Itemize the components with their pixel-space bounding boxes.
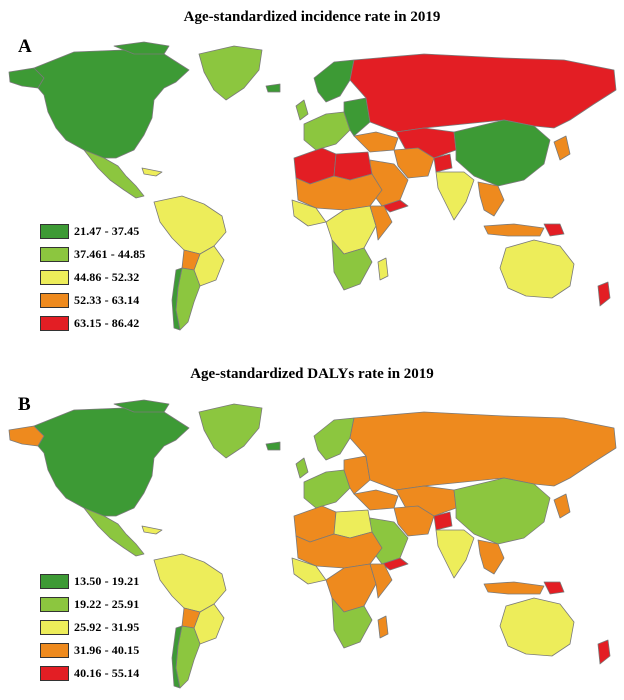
legend-swatch — [40, 620, 69, 635]
region-india — [435, 529, 475, 579]
region-new-zealand — [597, 281, 611, 307]
panel-b: Age-standardized DALYs rate in 2019 B — [0, 350, 624, 700]
region-arctic-islands — [113, 41, 170, 55]
legend-label: 19.22 - 25.91 — [74, 597, 140, 611]
region-south-america-north — [153, 553, 227, 613]
legend-item: 19.22 - 25.91 — [40, 595, 139, 614]
region-iceland — [265, 83, 281, 93]
region-china — [453, 477, 551, 545]
panel-b-legend: 13.50 - 19.21 19.22 - 25.91 25.92 - 31.9… — [40, 572, 139, 687]
region-southern-africa — [331, 597, 373, 649]
legend-swatch — [40, 643, 69, 658]
legend-item: 63.15 - 86.42 — [40, 314, 145, 333]
legend-label: 25.92 - 31.95 — [74, 620, 140, 634]
region-caribbean — [141, 167, 163, 177]
region-chile — [171, 625, 183, 689]
legend-label: 37.461 - 44.85 — [74, 247, 146, 261]
region-png — [543, 581, 565, 595]
region-sahel — [295, 531, 383, 569]
region-western-europe — [303, 469, 351, 509]
region-new-zealand — [597, 639, 611, 665]
region-afghanistan — [433, 511, 453, 531]
legend-item: 37.461 - 44.85 — [40, 245, 145, 264]
region-greenland — [198, 45, 263, 101]
legend-swatch — [40, 293, 69, 308]
panel-a-letter: A — [18, 36, 32, 57]
legend-swatch — [40, 597, 69, 612]
region-arctic-islands — [113, 399, 170, 413]
legend-label: 63.15 - 86.42 — [74, 316, 140, 330]
legend-item: 44.86 - 52.32 — [40, 268, 145, 287]
region-russia — [349, 411, 617, 491]
legend-label: 40.16 - 55.14 — [74, 666, 140, 680]
region-australia — [499, 597, 575, 657]
region-iran — [393, 147, 435, 179]
region-chile — [171, 267, 183, 331]
region-west-africa — [291, 199, 327, 227]
legend-swatch — [40, 666, 69, 681]
legend-swatch — [40, 270, 69, 285]
region-turkey-caucasus — [353, 489, 399, 511]
panel-b-title: Age-standardized DALYs rate in 2019 — [190, 366, 434, 382]
region-south-america-north — [153, 195, 227, 255]
legend-swatch — [40, 316, 69, 331]
region-uk — [295, 457, 309, 479]
region-korea-japan — [553, 135, 571, 161]
world-map-dalys — [8, 399, 617, 689]
region-caribbean — [141, 525, 163, 535]
region-east-africa — [369, 205, 393, 241]
region-central-america — [83, 149, 145, 199]
region-southeast-asia — [477, 181, 505, 217]
legend-swatch — [40, 247, 69, 262]
region-east-africa — [369, 563, 393, 599]
region-yemen — [381, 199, 409, 213]
panel-a-title: Age-standardized incidence rate in 2019 — [183, 9, 441, 25]
region-west-africa — [291, 557, 327, 585]
region-png — [543, 223, 565, 237]
legend-item: 13.50 - 19.21 — [40, 572, 139, 591]
legend-item: 52.33 - 63.14 — [40, 291, 145, 310]
world-map-incidence — [8, 41, 617, 331]
region-turkey-caucasus — [353, 131, 399, 153]
region-australia — [499, 239, 575, 299]
panel-a-legend: 21.47 - 37.45 37.461 - 44.85 44.86 - 52.… — [40, 222, 145, 337]
region-scandinavia — [313, 59, 355, 103]
legend-swatch — [40, 574, 69, 589]
region-sahel — [295, 173, 383, 211]
panel-a: Age-standardized incidence rate in 2019 … — [0, 0, 624, 345]
region-iceland — [265, 441, 281, 451]
region-uk — [295, 99, 309, 121]
region-iran — [393, 505, 435, 537]
region-central-america — [83, 507, 145, 557]
region-southern-africa — [331, 239, 373, 291]
region-afghanistan — [433, 153, 453, 173]
legend-label: 31.96 - 40.15 — [74, 643, 140, 657]
region-southeast-asia — [477, 539, 505, 575]
legend-item: 31.96 - 40.15 — [40, 641, 139, 660]
legend-label: 44.86 - 52.32 — [74, 270, 140, 284]
region-greenland — [198, 403, 263, 459]
region-india — [435, 171, 475, 221]
legend-item: 40.16 - 55.14 — [40, 664, 139, 683]
region-north-america — [33, 49, 190, 159]
legend-label: 52.33 - 63.14 — [74, 293, 140, 307]
region-indonesia — [483, 581, 545, 595]
region-north-america — [33, 407, 190, 517]
panel-b-letter: B — [18, 394, 31, 415]
legend-label: 21.47 - 37.45 — [74, 224, 140, 238]
legend-label: 13.50 - 19.21 — [74, 574, 140, 588]
region-indonesia — [483, 223, 545, 237]
legend-item: 25.92 - 31.95 — [40, 618, 139, 637]
region-madagascar — [377, 615, 389, 639]
region-madagascar — [377, 257, 389, 281]
region-korea-japan — [553, 493, 571, 519]
legend-item: 21.47 - 37.45 — [40, 222, 145, 241]
region-scandinavia — [313, 417, 355, 461]
legend-swatch — [40, 224, 69, 239]
region-western-europe — [303, 111, 351, 151]
region-yemen — [381, 557, 409, 571]
region-china — [453, 119, 551, 187]
region-russia — [349, 53, 617, 133]
